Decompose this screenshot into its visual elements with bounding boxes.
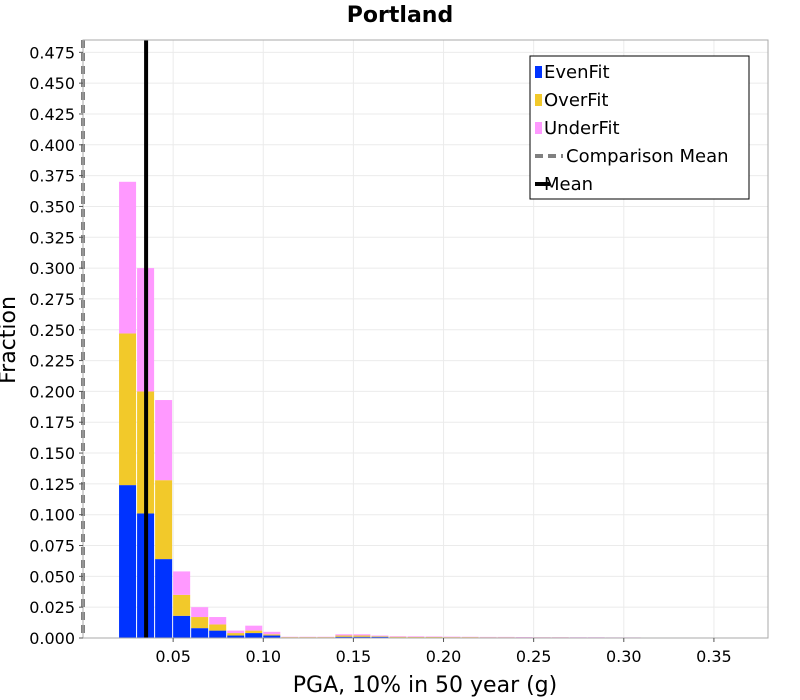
y-tick-label: 0.300 [29,259,75,278]
bar-evenfit [173,615,191,638]
legend-swatch-underfit [535,122,542,134]
y-tick-label: 0.075 [29,537,75,556]
bar-overfit [245,630,263,634]
y-tick-label: 0.375 [29,167,75,186]
bar-underfit [119,181,137,334]
bar-underfit [389,636,407,637]
bar-overfit [353,635,371,637]
x-tick-label: 0.25 [516,647,552,666]
y-axis-ticks: 0.000 0.025 0.050 0.075 0.100 0.125 0.150 0.175… [29,43,83,648]
bar-overfit [209,624,227,631]
legend-label: UnderFit [544,118,620,139]
bar-evenfit [227,635,245,638]
x-tick-label: 0.35 [696,647,732,666]
grid-lines [83,40,768,639]
y-tick-label: 0.450 [29,74,75,93]
bars [119,181,767,638]
bar-underfit [407,636,425,637]
bar-evenfit [335,636,353,638]
x-tick-label: 0.15 [336,647,372,666]
y-tick-label: 0.350 [29,197,75,216]
bar-underfit [227,630,245,634]
y-tick-label: 0.175 [29,413,75,432]
legend-swatch-overfit [535,94,542,106]
bar-overfit [227,633,245,636]
legend-label: Mean [544,174,593,195]
bar-evenfit [353,636,371,638]
legend-label: EvenFit [544,62,610,83]
y-tick-label: 0.250 [29,321,75,340]
x-tick-label: 0.05 [155,647,191,666]
legend-label: OverFit [544,90,608,111]
x-tick-label: 0.10 [245,647,281,666]
bar-evenfit [245,633,263,638]
y-tick-label: 0.150 [29,444,75,463]
bar-evenfit [155,559,173,638]
y-tick-label: 0.275 [29,290,75,309]
y-tick-label: 0.025 [29,598,75,617]
bar-overfit [191,617,209,629]
legend-box [529,55,750,200]
bar-overfit [173,594,191,616]
bar-underfit [245,625,263,631]
y-tick-label: 0.200 [29,382,75,401]
bar-evenfit [209,630,227,638]
legend-swatch-evenfit [535,66,542,78]
x-axis-ticks: 0.05 0.10 0.15 0.20 0.25 0.30 0.35 [155,638,732,666]
y-tick-label: 0.000 [29,629,75,648]
bar-overfit [119,333,137,486]
bar-evenfit [263,635,281,638]
y-tick-label: 0.225 [29,352,75,371]
y-tick-label: 0.325 [29,228,75,247]
y-tick-label: 0.425 [29,105,75,124]
legend: EvenFit OverFit UnderFit Comparison Mean Mea… [529,55,750,200]
bar-evenfit [371,636,389,638]
y-tick-label: 0.100 [29,506,75,525]
y-tick-label: 0.400 [29,136,75,155]
y-tick-label: 0.050 [29,567,75,586]
bar-underfit [209,617,227,625]
bar-underfit [335,634,353,636]
legend-label: Comparison Mean [566,146,729,167]
bar-overfit [155,480,173,560]
x-tick-label: 0.30 [606,647,642,666]
bar-underfit [371,635,389,637]
y-tick-label: 0.125 [29,475,75,494]
bar-overfit [389,636,407,638]
bar-overfit [335,635,353,637]
bar-underfit [263,631,281,635]
x-axis-label: PGA, 10% in 50 year (g) [293,673,557,698]
chart-title: Portland [347,3,453,28]
bar-overfit [263,634,281,636]
bar-evenfit [119,485,137,638]
bar-evenfit [191,628,209,638]
x-tick-label: 0.20 [426,647,462,666]
bar-overfit [371,636,389,637]
plot-border [82,39,769,639]
y-tick-label: 0.475 [29,43,75,62]
y-axis-label: Fraction [0,296,21,384]
bar-underfit [353,634,371,636]
bar-underfit [191,607,209,618]
bar-underfit [155,400,173,481]
bar-underfit [173,571,191,595]
